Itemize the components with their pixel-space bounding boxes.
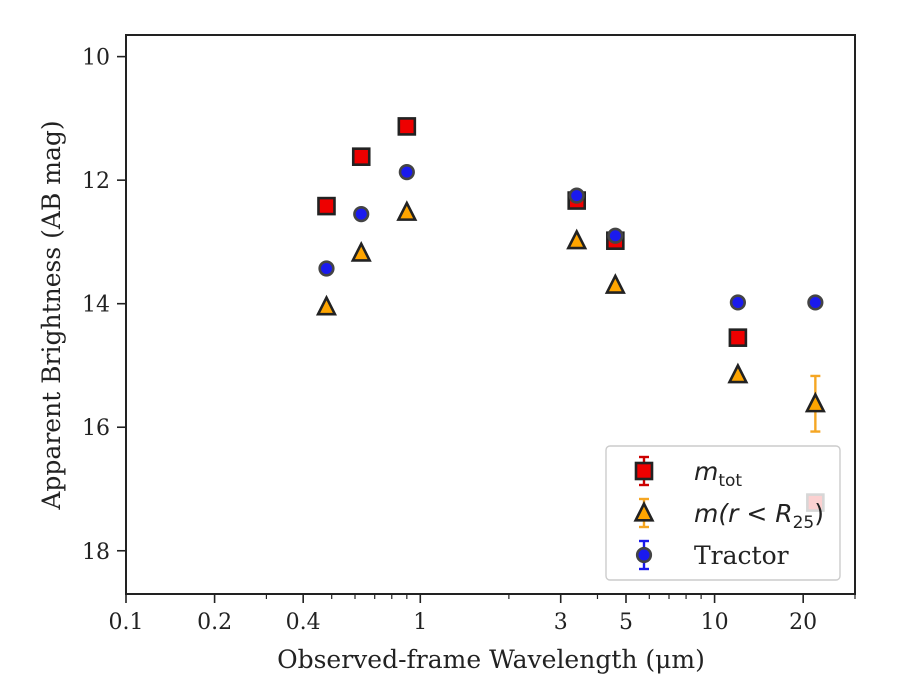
x-tick-label: 3 [554,610,568,635]
data-point-square [351,147,371,166]
x-tick-label: 20 [789,610,817,635]
y-tick-label: 12 [82,169,110,194]
data-point-square [634,461,654,481]
y-tick-label: 14 [82,293,110,318]
data-point-triangle [804,391,826,413]
legend-entry-mtot: mtot [634,455,742,491]
data-point-square [397,117,417,136]
legend-label: mtot [694,457,742,491]
data-point-triangle [604,273,626,294]
series-mr25 [315,200,826,433]
x-axis-label: Observed-frame Wavelength (μm) [277,645,705,674]
data-point-square [728,328,748,347]
data-point-triangle [633,500,655,522]
legend-label: Tractor [694,541,789,570]
data-point-circle [398,164,415,181]
y-tick-label: 10 [82,46,110,71]
data-point-triangle [566,228,588,250]
y-tick-label: 18 [82,540,110,565]
legend-entry-tractor: Tractor [635,539,789,571]
legend-label: m(r < R25) [694,499,824,533]
data-point-circle [353,206,370,223]
x-tick-label: 0.1 [109,610,144,635]
data-point-triangle [350,240,372,262]
chart-axes: 0.1 0.2 0.4 1 3 5 10 20 10 12 14 16 18 [82,34,856,635]
chart-marks [315,117,826,512]
x-tick-label: 10 [701,610,729,635]
legend-entry-mr25: m(r < R25) [633,497,824,533]
series-tractor [318,164,824,311]
x-tick-label: 0.4 [286,610,321,635]
y-axis-label: Apparent Brightness (AB mag) [37,120,66,510]
data-point-circle [729,294,746,311]
x-tick-label: 5 [619,610,633,635]
data-point-triangle [315,294,338,316]
y-tick-label: 16 [82,416,110,441]
legend-box [605,445,841,581]
data-point-circle [807,294,824,311]
data-point-triangle [396,200,418,221]
chart-legend: mtot m(r < R25) Tractor [605,445,841,581]
x-tick-label: 0.2 [197,610,232,635]
data-point-circle [318,260,335,277]
data-point-triangle [727,362,749,384]
data-point-square [317,196,336,216]
data-point-circle [568,187,585,204]
x-tick-label: 1 [413,610,427,635]
data-point-circle [607,227,624,244]
plot-frame [125,34,856,595]
data-point-circle [635,546,653,564]
